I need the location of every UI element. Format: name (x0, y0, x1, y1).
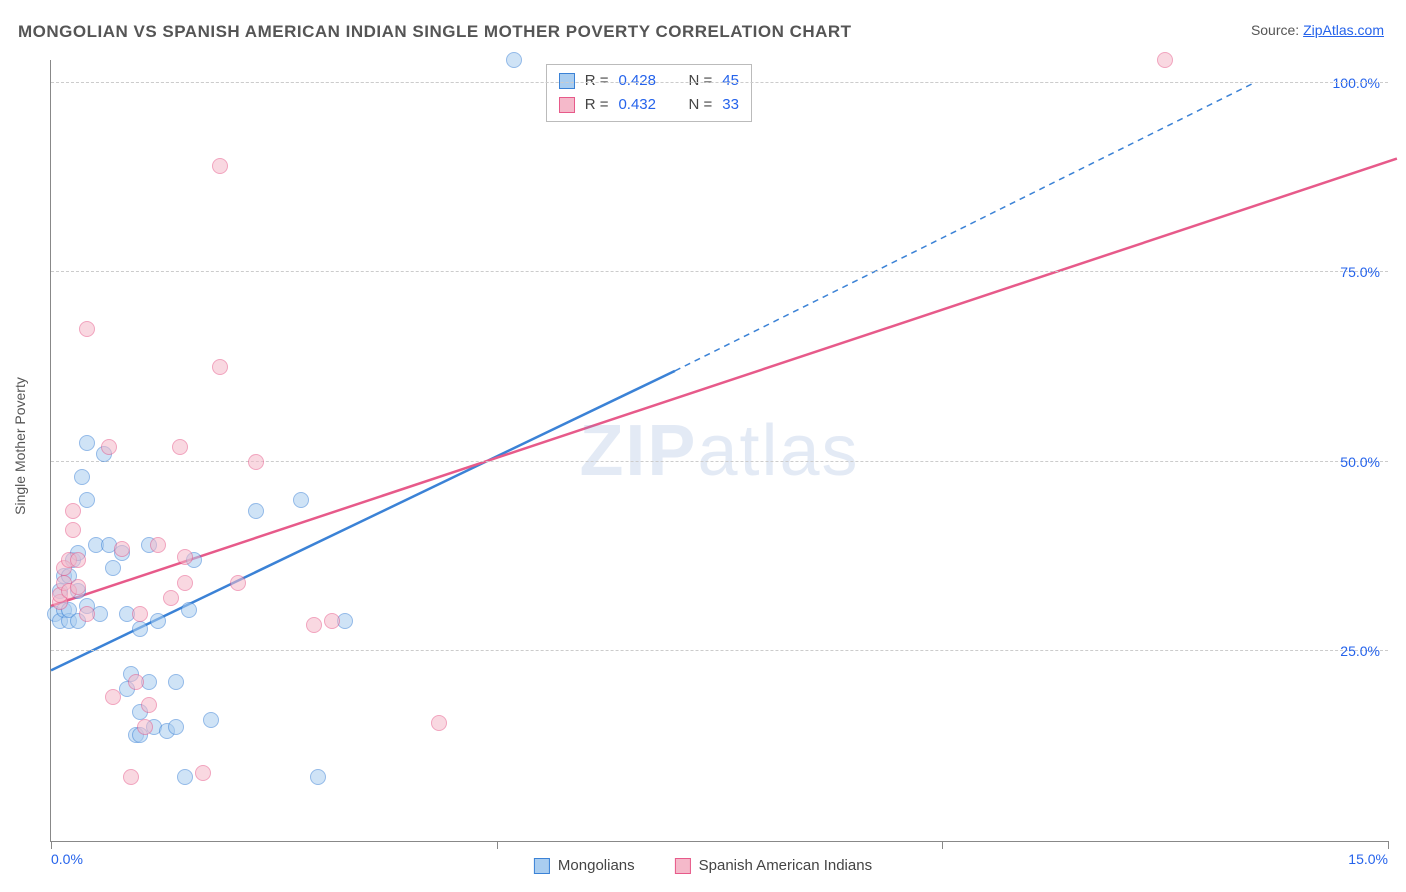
y-axis-label: Single Mother Poverty (12, 377, 28, 515)
r-legend-row: R = 0.432 N = 33 (559, 93, 739, 117)
scatter-point (65, 503, 81, 519)
scatter-point (79, 606, 95, 622)
scatter-point (248, 503, 264, 519)
scatter-point (105, 689, 121, 705)
x-tick (1388, 841, 1389, 849)
scatter-point (1157, 52, 1173, 68)
scatter-point (79, 321, 95, 337)
n-value: 33 (722, 93, 739, 117)
scatter-point (132, 621, 148, 637)
scatter-point (293, 492, 309, 508)
source-link[interactable]: Source: ZipAtlas.com (1251, 22, 1384, 38)
scatter-point (310, 769, 326, 785)
scatter-point (195, 765, 211, 781)
trend-line-solid (51, 159, 1397, 606)
x-tick-label: 15.0% (1348, 851, 1388, 867)
legend-label: Mongolians (558, 857, 635, 874)
legend-label: Spanish American Indians (699, 857, 872, 874)
scatter-point (79, 435, 95, 451)
scatter-point (168, 719, 184, 735)
source-domain: ZipAtlas.com (1303, 22, 1384, 38)
chart-title: MONGOLIAN VS SPANISH AMERICAN INDIAN SIN… (18, 22, 852, 42)
scatter-point (137, 719, 153, 735)
scatter-point (128, 674, 144, 690)
scatter-point (506, 52, 522, 68)
correlation-legend: R = 0.428 N = 45R = 0.432 N = 33 (546, 64, 752, 122)
scatter-point (101, 439, 117, 455)
scatter-point (203, 712, 219, 728)
scatter-point (172, 439, 188, 455)
gridline (51, 82, 1388, 83)
source-label: Source: (1251, 22, 1303, 38)
scatter-point (230, 575, 246, 591)
scatter-point (324, 613, 340, 629)
scatter-point (105, 560, 121, 576)
scatter-point (141, 697, 157, 713)
legend-item: Mongolians (534, 857, 635, 874)
scatter-point (123, 769, 139, 785)
scatter-point (248, 454, 264, 470)
r-value: 0.432 (618, 93, 656, 117)
scatter-point (177, 549, 193, 565)
y-tick-label: 25.0% (1340, 643, 1380, 659)
scatter-point (163, 590, 179, 606)
scatter-point (177, 769, 193, 785)
legend-swatch (534, 858, 550, 874)
scatter-point (177, 575, 193, 591)
scatter-point (74, 469, 90, 485)
scatter-point (132, 606, 148, 622)
n-label: N = (689, 93, 713, 117)
scatter-point (150, 537, 166, 553)
legend-item: Spanish American Indians (675, 857, 872, 874)
gridline (51, 650, 1388, 651)
scatter-point (431, 715, 447, 731)
scatter-point (79, 492, 95, 508)
y-tick-label: 50.0% (1340, 454, 1380, 470)
series-legend: Mongolians Spanish American Indians (534, 857, 872, 874)
scatter-point (65, 522, 81, 538)
x-tick (942, 841, 943, 849)
watermark-light: atlas (697, 411, 859, 491)
x-tick (51, 841, 52, 849)
scatter-point (181, 602, 197, 618)
y-tick-label: 75.0% (1340, 264, 1380, 280)
trend-lines (51, 60, 1388, 841)
plot-area: ZIPatlas R = 0.428 N = 45R = 0.432 N = 3… (50, 60, 1388, 842)
trend-line-dashed (675, 83, 1254, 371)
y-tick-label: 100.0% (1333, 75, 1380, 91)
legend-swatch (675, 858, 691, 874)
scatter-point (212, 158, 228, 174)
scatter-point (70, 579, 86, 595)
scatter-point (212, 359, 228, 375)
x-tick-label: 0.0% (51, 851, 83, 867)
x-tick (497, 841, 498, 849)
scatter-point (306, 617, 322, 633)
r-label: R = (585, 93, 609, 117)
watermark-bold: ZIP (579, 411, 697, 491)
watermark: ZIPatlas (579, 410, 859, 492)
scatter-point (150, 613, 166, 629)
scatter-point (168, 674, 184, 690)
scatter-point (70, 552, 86, 568)
legend-swatch (559, 97, 575, 113)
gridline (51, 271, 1388, 272)
scatter-point (114, 541, 130, 557)
